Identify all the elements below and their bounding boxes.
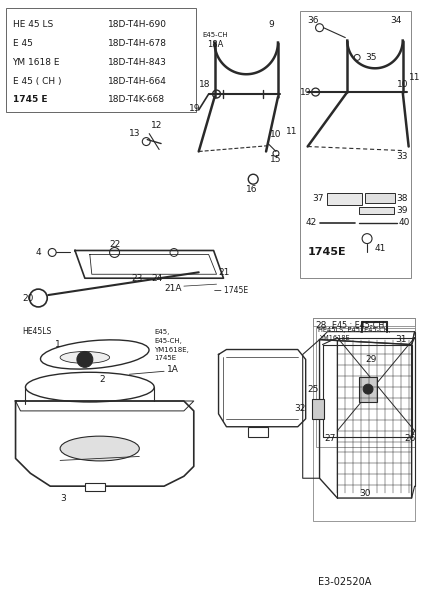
Text: 19: 19 (189, 104, 200, 113)
Text: 19: 19 (300, 88, 311, 97)
Text: — 1745E: — 1745E (214, 286, 248, 295)
Text: 1745E: 1745E (154, 355, 176, 361)
Text: 18D-T4H-843: 18D-T4H-843 (108, 58, 167, 67)
Bar (365, 193, 395, 203)
Ellipse shape (60, 352, 110, 364)
Text: 29: 29 (365, 355, 376, 364)
Text: 37: 37 (313, 194, 324, 203)
Text: 1745E: 1745E (308, 247, 346, 257)
Text: 13: 13 (130, 129, 141, 138)
Bar (248, 427, 268, 437)
Text: 12: 12 (151, 121, 162, 130)
Text: YM 1618 E: YM 1618 E (13, 58, 60, 67)
Text: 2: 2 (100, 375, 106, 384)
Text: E 45 ( CH ): E 45 ( CH ) (13, 77, 61, 86)
Text: 28: 28 (316, 321, 327, 330)
Bar (327, 193, 362, 205)
Text: 40: 40 (399, 218, 410, 227)
Text: 34: 34 (390, 16, 401, 25)
Text: 21: 21 (219, 268, 230, 277)
Text: 25: 25 (308, 385, 319, 394)
Text: 18A: 18A (207, 40, 223, 49)
Text: 18D-T4H-690: 18D-T4H-690 (108, 20, 167, 29)
Text: 11: 11 (286, 127, 298, 136)
Bar (313, 318, 414, 326)
Text: 30: 30 (359, 488, 371, 497)
Text: E45 ; E45-CH: E45 ; E45-CH (333, 321, 385, 330)
Text: E45-CH,: E45-CH, (154, 338, 182, 344)
Text: 1A: 1A (167, 365, 179, 374)
Text: 42: 42 (306, 218, 317, 227)
Text: 38: 38 (397, 194, 408, 203)
Text: 15: 15 (270, 155, 281, 164)
Text: YM1618E,: YM1618E, (154, 347, 189, 353)
Text: E 45: E 45 (13, 39, 32, 48)
Text: 1: 1 (55, 340, 61, 349)
Text: 18D-T4H-678: 18D-T4H-678 (108, 39, 167, 48)
Text: 10: 10 (397, 80, 408, 89)
Ellipse shape (25, 372, 154, 402)
Text: 21A: 21A (164, 284, 181, 293)
Bar (311, 399, 324, 419)
Text: 27: 27 (325, 434, 336, 443)
Text: 22: 22 (110, 240, 121, 249)
Text: E45,: E45, (154, 329, 170, 335)
Text: 10: 10 (270, 130, 281, 139)
Ellipse shape (60, 436, 139, 461)
Ellipse shape (41, 340, 149, 369)
Text: HE45LS: HE45LS (22, 327, 52, 336)
Text: 26: 26 (405, 434, 416, 443)
Text: E45-CH: E45-CH (203, 32, 228, 38)
Bar (313, 318, 414, 521)
Text: HE 45 LS: HE 45 LS (13, 20, 53, 29)
Text: E3-02520A: E3-02520A (318, 577, 371, 587)
Text: 18D-T4K-668: 18D-T4K-668 (108, 95, 165, 104)
Text: 18D-T4H-664: 18D-T4H-664 (108, 77, 167, 86)
Text: 11: 11 (408, 73, 420, 82)
Text: 3: 3 (60, 494, 66, 503)
Bar (300, 11, 411, 278)
Text: 39: 39 (397, 206, 408, 215)
Text: HE45LS, E45, E45-CH,: HE45LS, E45, E45-CH, (318, 327, 390, 333)
Text: 24: 24 (151, 274, 162, 283)
Bar (316, 328, 414, 446)
Text: 4: 4 (35, 248, 41, 257)
Bar (359, 207, 394, 214)
Text: YM1618E: YM1618E (319, 335, 350, 341)
Circle shape (77, 352, 93, 367)
Text: 31: 31 (395, 335, 406, 344)
Text: 33: 33 (397, 152, 408, 161)
Text: 16: 16 (246, 185, 258, 194)
Text: 9: 9 (268, 20, 274, 29)
Text: 23: 23 (131, 274, 143, 283)
Text: 1745 E: 1745 E (13, 95, 47, 104)
Bar (359, 377, 377, 402)
Text: 32: 32 (294, 404, 306, 413)
Text: 35: 35 (365, 53, 376, 62)
Text: 18: 18 (199, 80, 210, 89)
Circle shape (363, 384, 373, 394)
Bar (5, 8, 196, 112)
Bar (85, 483, 105, 491)
Text: 41: 41 (375, 244, 387, 253)
Text: 20: 20 (22, 293, 34, 302)
Text: 36: 36 (308, 16, 319, 25)
